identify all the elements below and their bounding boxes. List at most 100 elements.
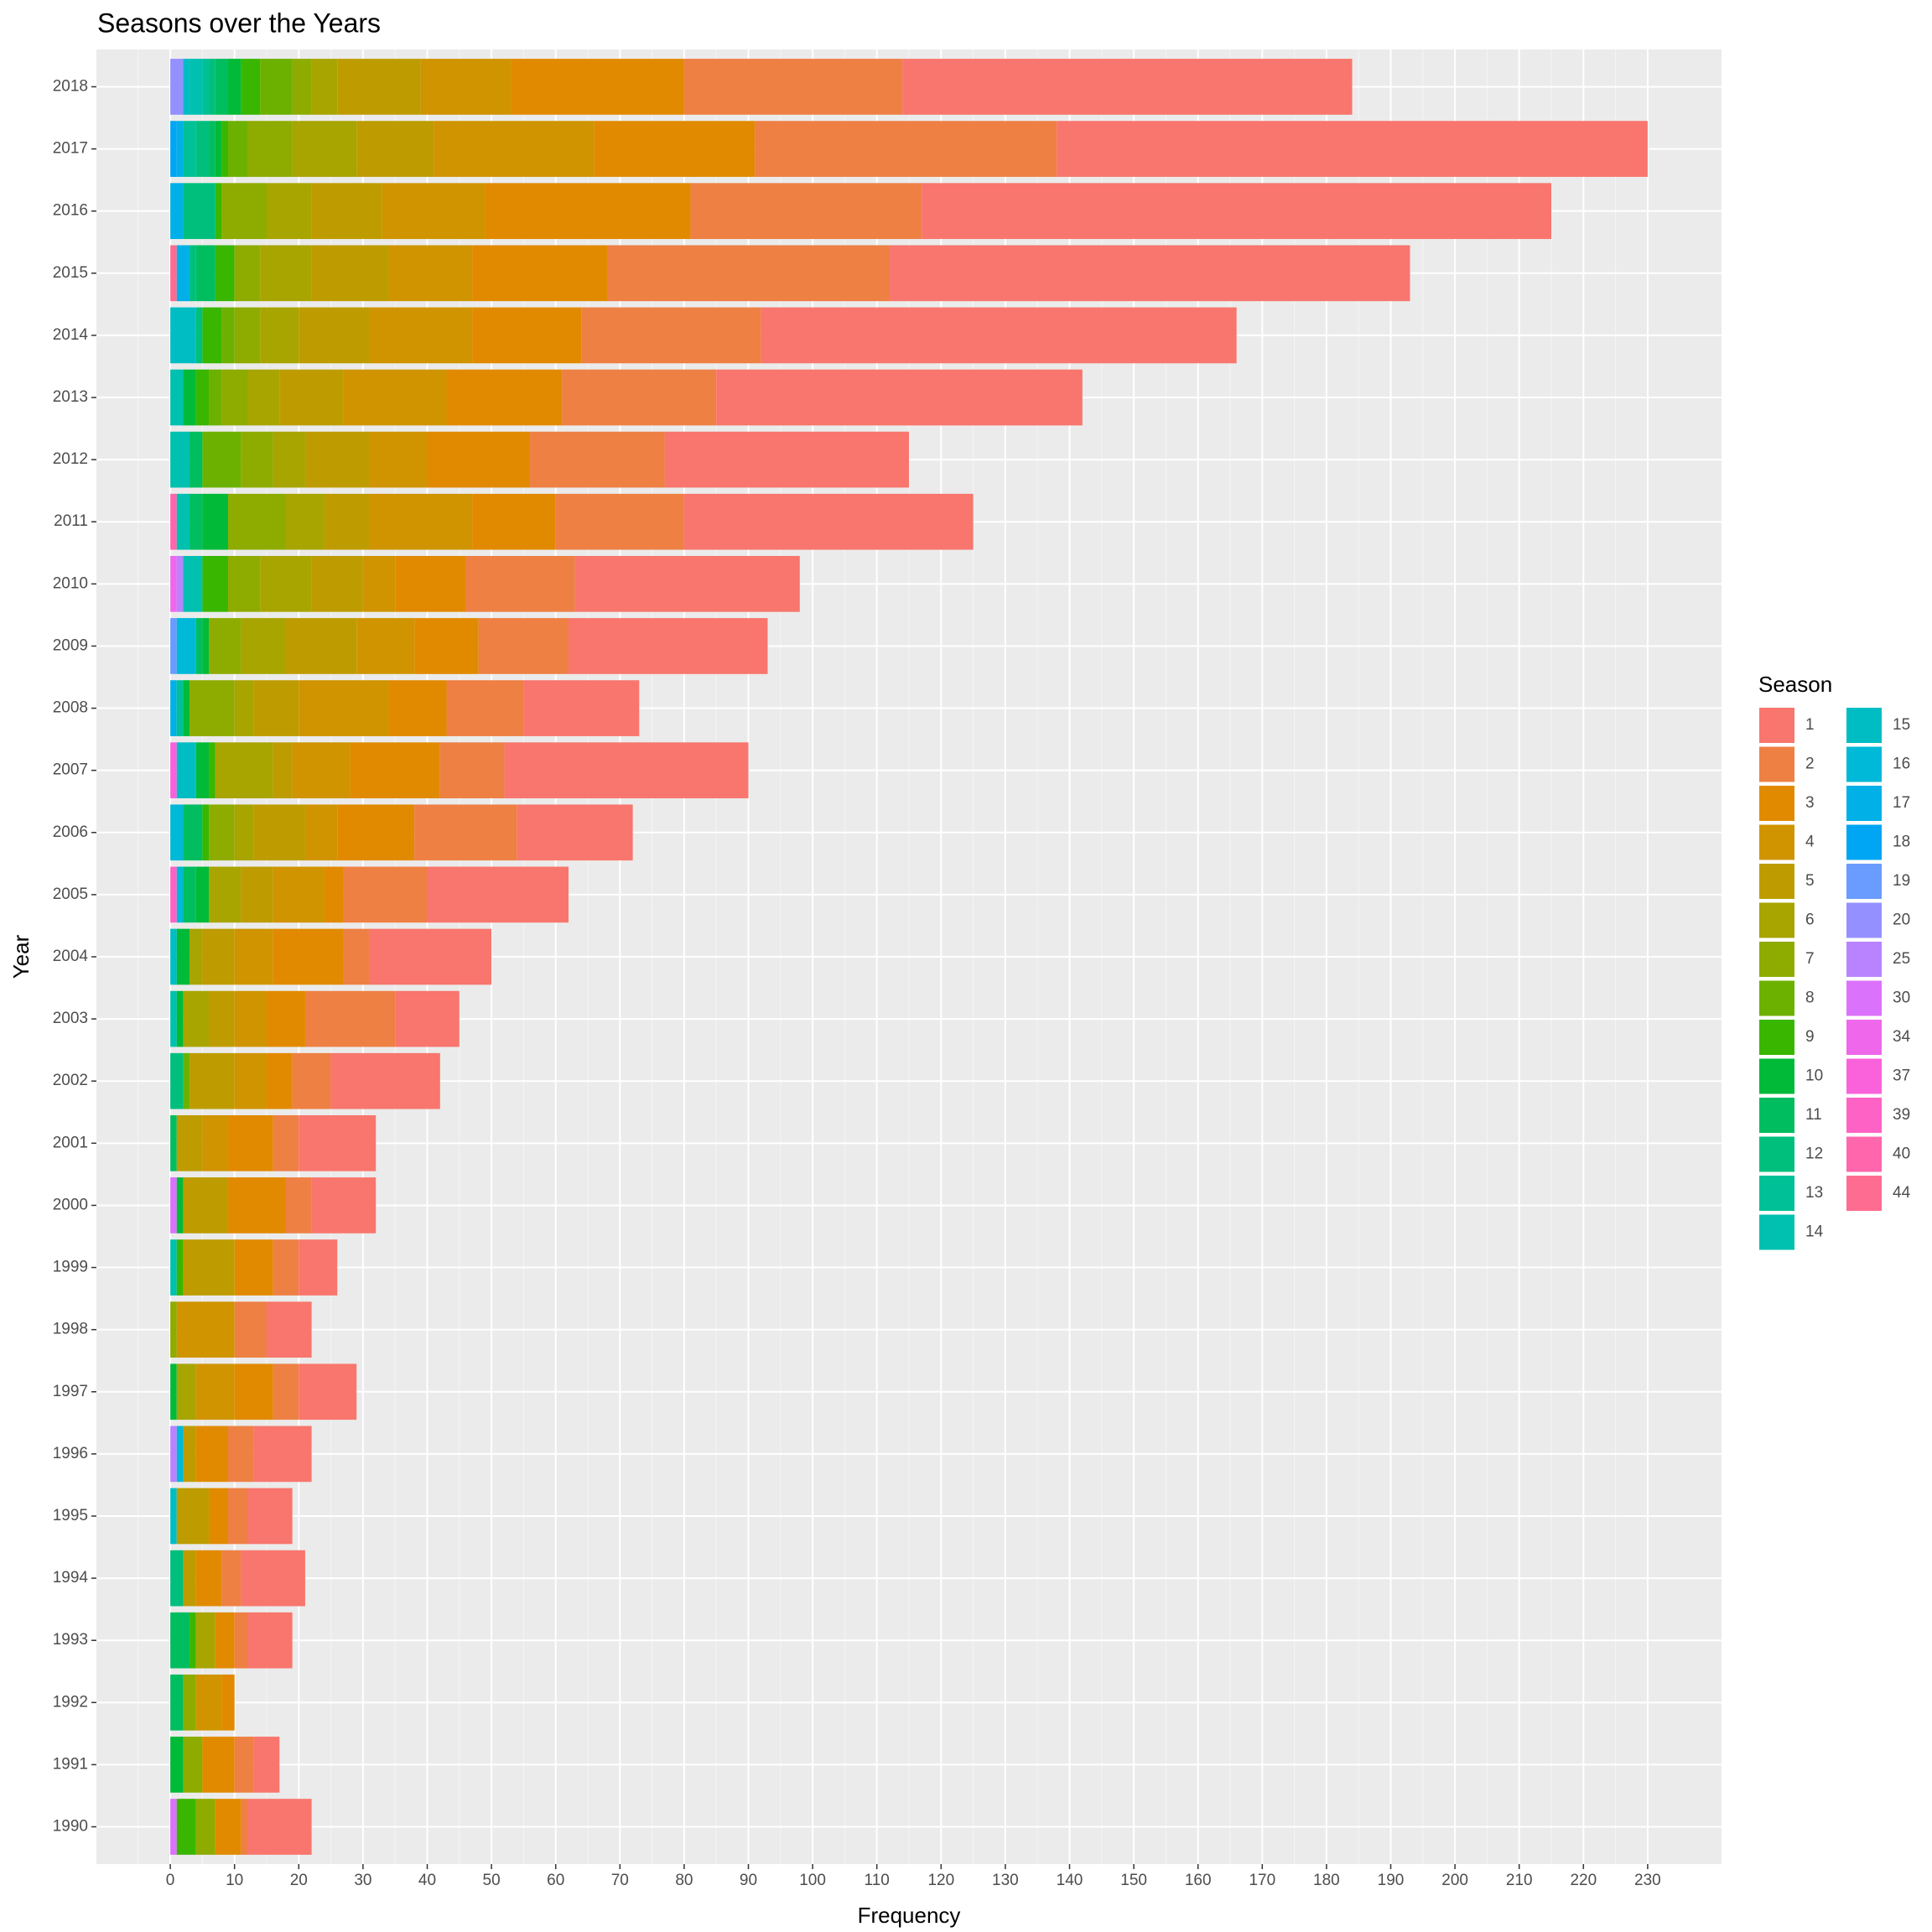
bar-segment [234,680,254,736]
legend-key [1845,823,1883,862]
y-tick-label: 2002 [53,1072,88,1089]
bar-segment [234,1239,273,1296]
bar-segment [170,680,177,736]
bar-segment [202,804,210,861]
bar-segment [247,1488,293,1545]
bar-segment [253,1426,312,1483]
bar-segment [170,1488,177,1545]
bar-segment [427,866,569,923]
y-tick-label: 2017 [53,140,88,158]
legend-key [1758,706,1796,745]
bar-segment [343,928,370,985]
bar-segment [170,1301,177,1358]
legend-label: 8 [1805,989,1815,1007]
bar-segment [594,121,756,177]
bar-segment [228,1177,286,1233]
bar-segment [195,1799,216,1855]
bar-segment [304,804,338,861]
bar-segment [253,804,305,861]
bar-segment [569,618,768,674]
x-tick-label: 0 [166,1872,175,1889]
bar-segment [664,431,909,488]
bar-segment [234,990,267,1047]
bar-segment [253,1737,280,1793]
bar-segment [190,680,235,736]
bar-segment [369,307,473,364]
bar-segment [574,555,800,612]
bar-segment [465,555,575,612]
bar-segment [273,1239,299,1296]
x-tick-label: 10 [226,1872,243,1889]
bar-segment [395,555,466,612]
bar-segment [228,59,242,115]
bar-segment [170,804,184,861]
legend-key [1845,745,1883,784]
bar-segment [221,1674,235,1731]
bar-segment [183,555,203,612]
x-tick-label: 40 [418,1872,436,1889]
y-tick-label: 2015 [53,264,88,282]
bar-segment [247,1799,312,1855]
bar-segment [304,990,396,1047]
bar-segment [209,742,216,799]
y-tick-label: 2005 [53,886,88,903]
legend-label: 2 [1805,756,1815,773]
bar-segment [176,121,184,177]
y-tick-label: 2009 [53,636,88,654]
legend-label: 4 [1805,834,1815,851]
bar-segment [183,1737,203,1793]
bar-segment [176,1239,184,1296]
bar-segment [273,866,325,923]
legend-key [1845,1057,1883,1096]
legend-label: 16 [1893,756,1910,773]
x-tick-label: 230 [1634,1872,1661,1889]
bar-segment [292,59,312,115]
legend-label: 39 [1893,1106,1910,1124]
bar-segment [472,493,556,550]
bar-segment [234,1052,267,1109]
bar-segment [260,555,312,612]
bar-segment [266,183,312,240]
bar-segment [202,307,222,364]
bar-segment [183,866,196,923]
x-tick-label: 70 [611,1872,629,1889]
bar-segment [478,618,569,674]
legend-key [1845,706,1883,745]
bar-segment [170,742,177,799]
y-tick-label: 2008 [53,699,88,717]
bar-segment [176,742,196,799]
bar-segment [581,307,761,364]
bar-segment [247,1612,293,1669]
bar-segment [395,990,460,1047]
bar-segment [190,493,203,550]
legend-label: 44 [1893,1184,1911,1202]
bar-segment [434,121,595,177]
bar-segment [285,493,325,550]
legend-key [1758,901,1796,940]
bar-segment [234,1363,273,1420]
bar-segment [555,493,684,550]
y-tick-label: 2011 [54,512,88,530]
bar-segment [337,59,421,115]
bar-segment [170,1363,177,1420]
bar-segment [183,1052,190,1109]
bar-segment [176,1177,184,1233]
bar-segment [253,680,299,736]
bar-segment [414,804,517,861]
bar-segment [195,742,210,799]
bar-segment [343,866,428,923]
bar-segment [170,1737,184,1793]
bar-segment [273,928,344,985]
bar-segment [209,1488,229,1545]
bar-segment [472,307,582,364]
bar-segment [170,866,177,923]
x-axis-label: Frequency [858,1903,961,1928]
bar-segment [890,245,1410,302]
bar-segment [170,1114,177,1171]
bar-segment [202,1114,229,1171]
bar-segment [414,618,479,674]
bar-segment [176,618,196,674]
bar-segment [228,493,286,550]
bar-segment [183,59,190,115]
